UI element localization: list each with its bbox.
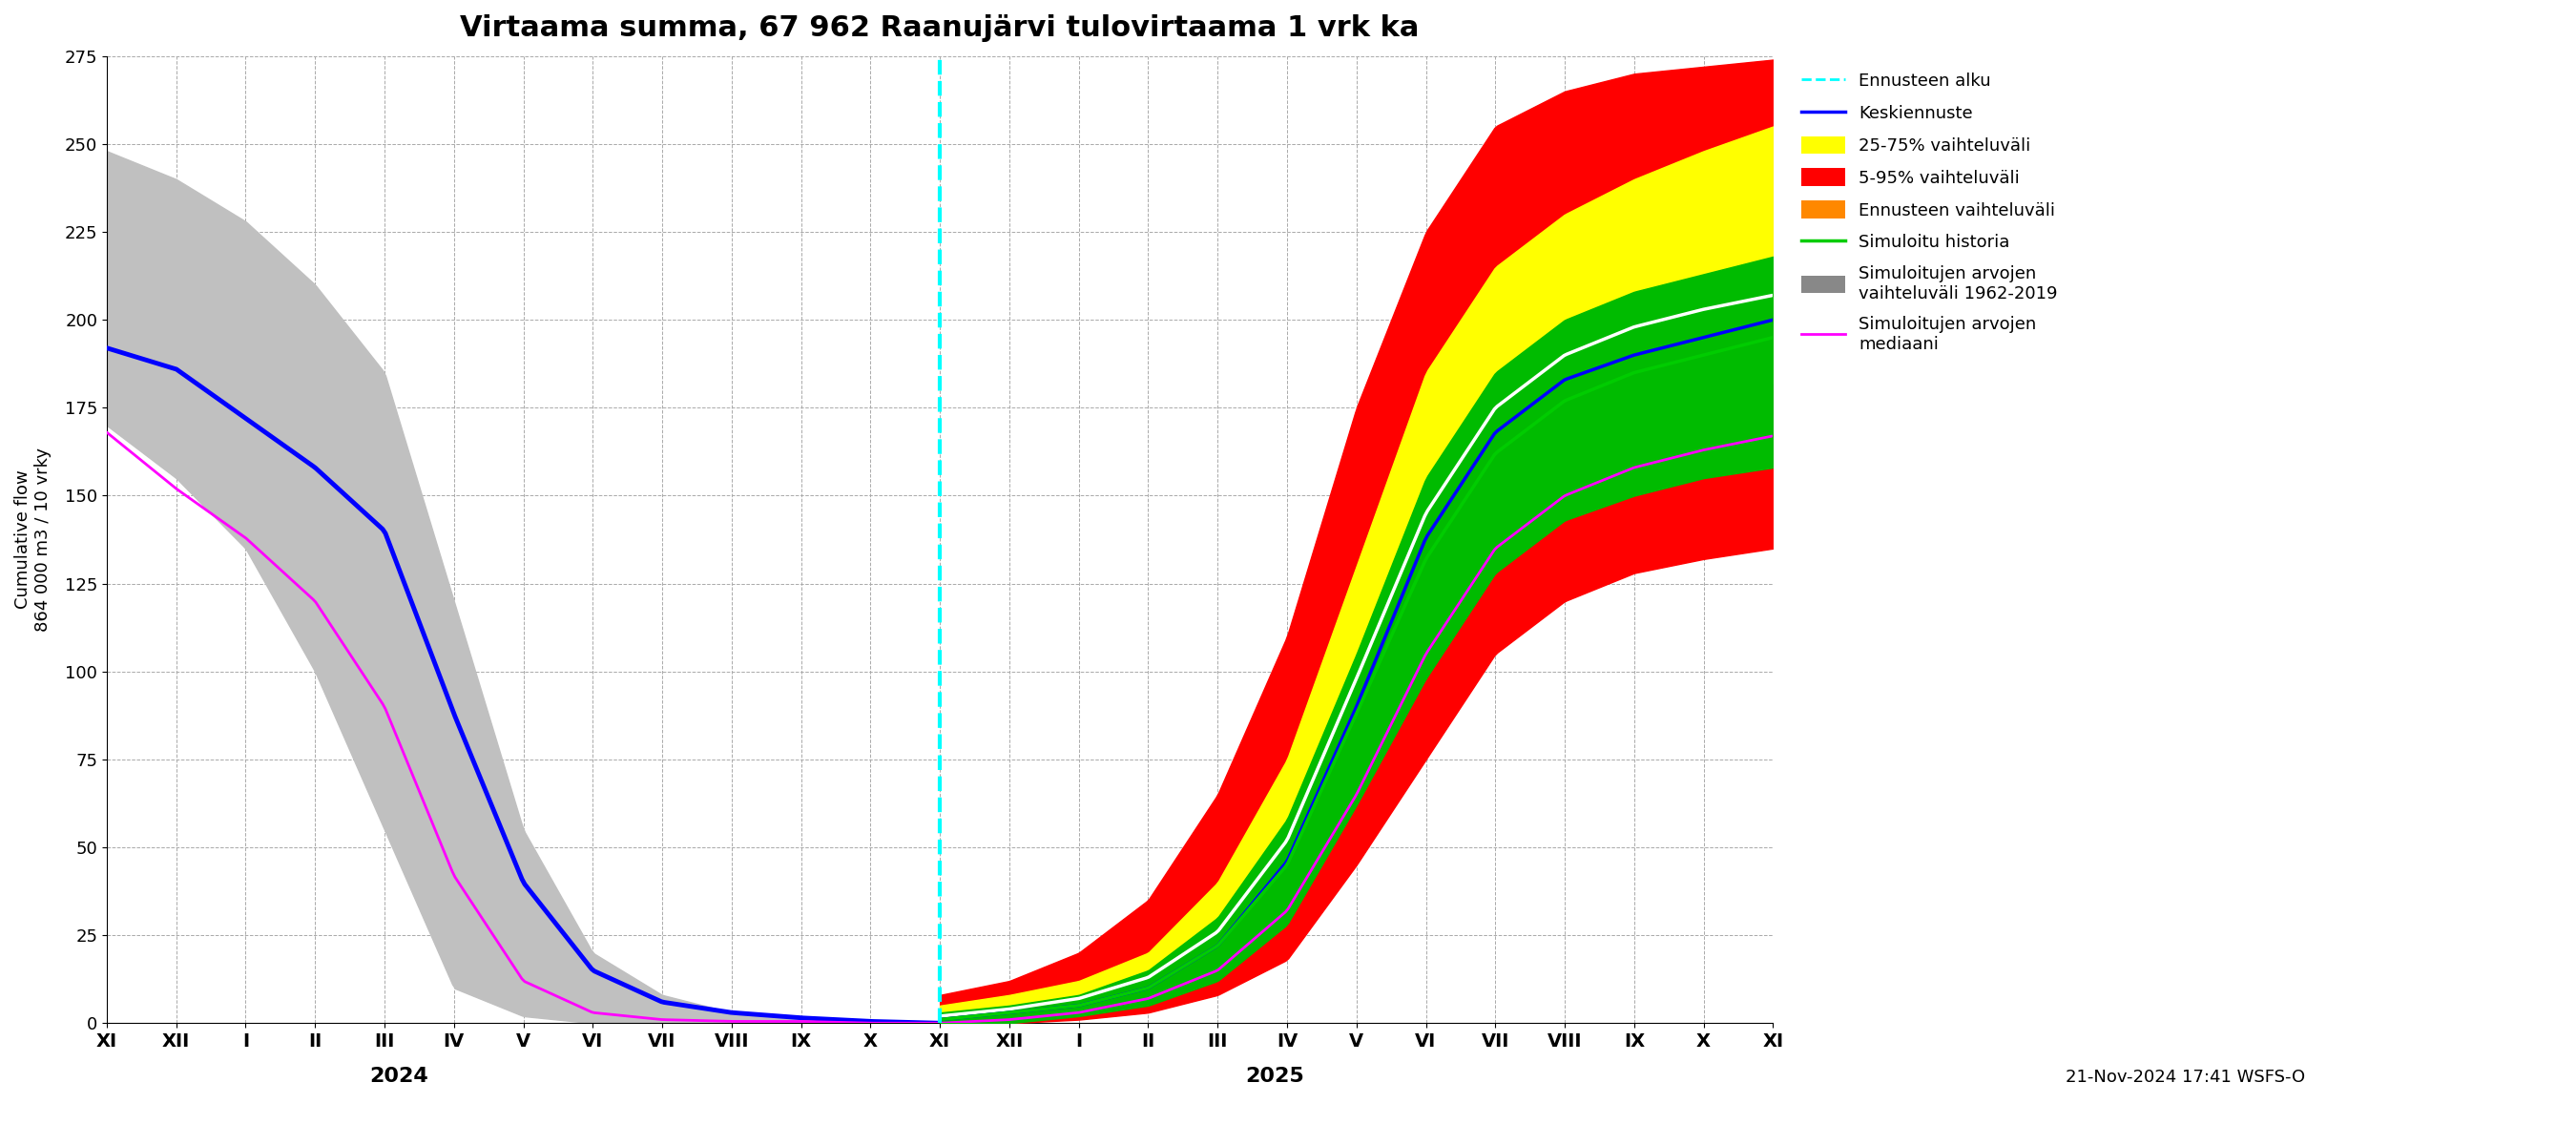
Text: 2025: 2025	[1247, 1067, 1303, 1085]
Y-axis label: Cumulative flow
864 000 m3 / 10 vrky: Cumulative flow 864 000 m3 / 10 vrky	[15, 448, 52, 632]
Legend: Ennusteen alku, Keskiennuste, 25-75% vaihteluväli, 5-95% vaihteluväli, Ennusteen: Ennusteen alku, Keskiennuste, 25-75% vai…	[1795, 65, 2063, 360]
Text: 2024: 2024	[371, 1067, 428, 1085]
Title: Virtaama summa, 67 962 Raanujärvi tulovirtaama 1 vrk ka: Virtaama summa, 67 962 Raanujärvi tulovi…	[461, 14, 1419, 42]
Text: 21-Nov-2024 17:41 WSFS-O: 21-Nov-2024 17:41 WSFS-O	[2066, 1068, 2306, 1085]
